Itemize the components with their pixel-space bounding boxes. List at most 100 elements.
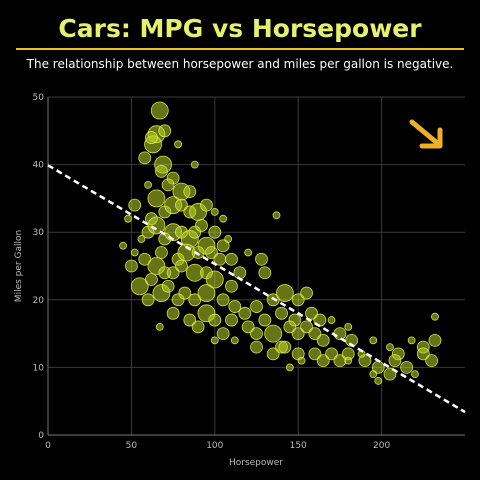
x-tick-label: 200 xyxy=(373,441,390,451)
y-tick-label: 0 xyxy=(38,431,44,441)
data-point xyxy=(411,370,419,379)
data-point xyxy=(283,320,297,334)
data-point xyxy=(258,266,272,280)
data-point xyxy=(158,124,172,138)
data-point xyxy=(333,327,347,341)
data-point xyxy=(208,225,222,239)
data-point xyxy=(308,327,322,341)
data-point xyxy=(258,313,272,327)
data-point xyxy=(316,333,330,347)
data-point xyxy=(216,293,230,307)
data-point xyxy=(272,211,281,220)
data-point xyxy=(174,140,183,149)
data-point xyxy=(161,178,175,192)
data-point xyxy=(291,293,305,307)
data-point xyxy=(264,324,283,343)
data-point xyxy=(190,160,199,169)
data-point xyxy=(128,198,142,212)
data-point xyxy=(344,356,353,365)
data-point xyxy=(344,322,353,331)
data-point xyxy=(238,306,252,320)
data-point xyxy=(155,322,164,331)
data-point xyxy=(216,327,230,341)
data-point xyxy=(374,377,383,385)
data-point xyxy=(233,266,247,280)
data-point xyxy=(195,219,208,232)
data-point xyxy=(241,320,255,334)
y-tick-label: 10 xyxy=(33,363,45,373)
data-point xyxy=(200,198,213,212)
data-point xyxy=(205,270,224,289)
data-point xyxy=(145,131,158,144)
data-point xyxy=(155,164,168,178)
data-point xyxy=(285,363,294,372)
data-point xyxy=(428,333,442,347)
data-point xyxy=(225,279,238,293)
data-point xyxy=(178,286,192,300)
data-point xyxy=(431,312,439,321)
data-point xyxy=(166,266,180,280)
data-point xyxy=(183,313,197,327)
title-divider xyxy=(16,48,464,50)
data-point xyxy=(255,252,268,266)
data-point xyxy=(166,306,180,320)
data-point xyxy=(383,367,397,381)
axes xyxy=(47,97,465,436)
data-point xyxy=(147,189,166,208)
data-point xyxy=(305,306,318,320)
data-point xyxy=(175,259,188,273)
data-point xyxy=(147,216,166,235)
data-point xyxy=(327,316,336,324)
y-tick-label: 30 xyxy=(33,228,45,238)
data-point xyxy=(124,259,138,273)
data-point xyxy=(228,300,242,313)
y-tick-label: 20 xyxy=(33,296,45,306)
chart-title: Cars: MPG vs Horsepower xyxy=(58,14,422,43)
data-point xyxy=(224,235,233,243)
data-point xyxy=(191,246,205,259)
data-point xyxy=(210,336,219,345)
data-point xyxy=(250,327,263,341)
data-point xyxy=(191,320,205,334)
data-point xyxy=(183,185,197,199)
tick-labels: 0 50 100 150 200 0 10 20 30 40 50 xyxy=(33,93,391,451)
data-point xyxy=(308,347,322,361)
y-tick-label: 50 xyxy=(33,93,45,103)
data-point xyxy=(230,336,239,345)
data-point xyxy=(291,327,305,341)
data-point xyxy=(130,277,149,296)
x-tick-label: 50 xyxy=(126,441,138,451)
data-point xyxy=(244,248,253,257)
data-point xyxy=(161,279,175,293)
trend-line xyxy=(47,164,466,414)
data-point xyxy=(369,370,378,379)
data-point xyxy=(407,336,416,345)
data-point xyxy=(369,336,378,345)
data-point xyxy=(124,214,132,223)
data-point xyxy=(119,241,127,250)
data-point xyxy=(219,214,228,223)
data-point xyxy=(266,347,280,361)
data-point xyxy=(388,354,402,368)
data-point xyxy=(137,235,146,243)
data-point xyxy=(150,101,169,120)
data-point xyxy=(197,284,216,302)
down-right-arrow-icon xyxy=(409,119,443,149)
x-tick-label: 0 xyxy=(45,441,51,451)
data-point xyxy=(275,306,288,320)
data-point xyxy=(325,347,338,361)
data-point xyxy=(386,343,394,352)
data-point xyxy=(300,320,313,334)
data-points xyxy=(119,101,442,385)
y-tick-label: 40 xyxy=(33,161,45,171)
x-tick-label: 100 xyxy=(206,441,223,451)
data-point xyxy=(225,252,238,266)
data-point xyxy=(300,286,313,300)
data-point xyxy=(175,198,188,212)
y-axis-label: Miles per Gallon xyxy=(14,230,24,302)
data-point xyxy=(210,208,219,216)
data-point xyxy=(144,180,152,189)
chart-subtitle: The relationship between horsepower and … xyxy=(26,57,454,71)
data-point xyxy=(208,313,222,327)
